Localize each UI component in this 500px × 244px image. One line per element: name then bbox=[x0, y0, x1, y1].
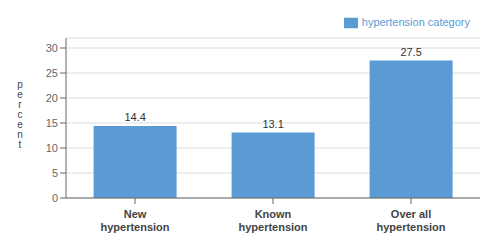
svg-text:Over allhypertension: Over allhypertension bbox=[376, 208, 445, 233]
svg-text:Knownhypertension: Knownhypertension bbox=[238, 208, 307, 233]
svg-text:30: 30 bbox=[46, 42, 58, 54]
svg-text:14.4: 14.4 bbox=[124, 111, 145, 123]
svg-text:27.5: 27.5 bbox=[400, 46, 421, 58]
svg-text:25: 25 bbox=[46, 67, 58, 79]
svg-text:10: 10 bbox=[46, 142, 58, 154]
svg-text:0: 0 bbox=[52, 192, 58, 204]
svg-text:percent: percent bbox=[17, 79, 23, 150]
svg-text:Newhypertension: Newhypertension bbox=[100, 208, 169, 233]
svg-text:20: 20 bbox=[46, 92, 58, 104]
html-text:hypertension category: hypertension category bbox=[361, 16, 470, 28]
svg-text:5: 5 bbox=[52, 167, 58, 179]
svg-text:15: 15 bbox=[46, 117, 58, 129]
svg-text:13.1: 13.1 bbox=[262, 118, 283, 130]
